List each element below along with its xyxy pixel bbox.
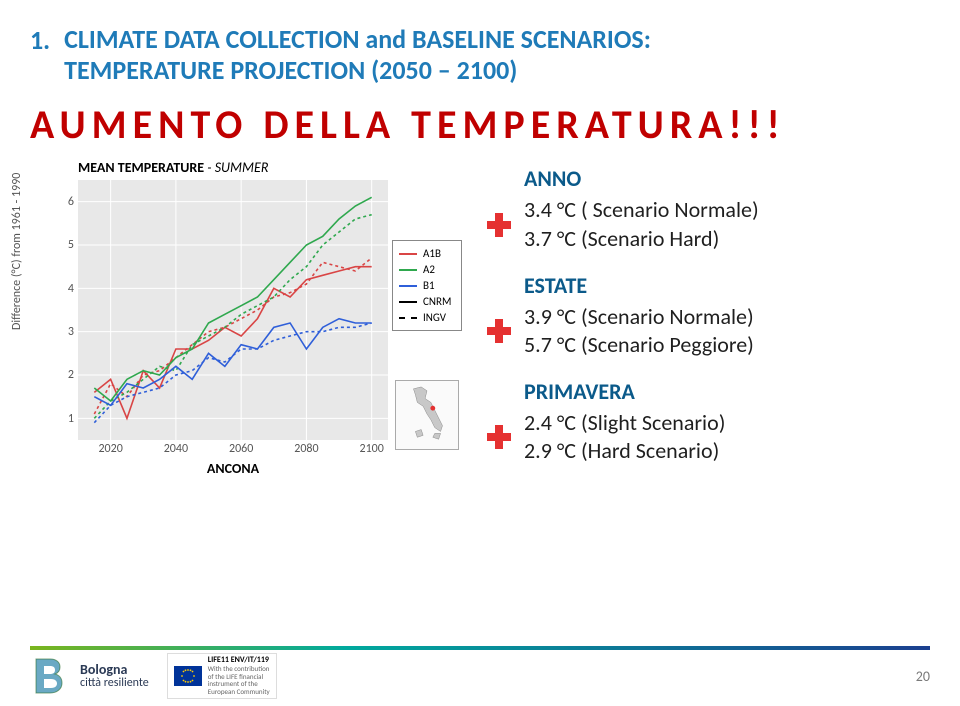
inset-map xyxy=(395,380,459,450)
plus-icon xyxy=(484,316,514,346)
anno-lines: 3.4 °C ( Scenario Normale) 3.7 °C (Scena… xyxy=(524,196,759,253)
group-primavera: PRIMAVERA 2.4 °C (Slight Scenario) 2.9 °… xyxy=(484,378,930,466)
chart-svg xyxy=(78,180,388,440)
value-row-primavera: 2.4 °C (Slight Scenario) 2.9 °C (Hard Sc… xyxy=(484,409,930,466)
x-tick-label: 2080 xyxy=(294,442,318,456)
legend-item: B1 xyxy=(399,279,455,292)
bologna-main: Bologna xyxy=(80,663,149,677)
chart-area: Difference (°C) from 1961 - 1990 A1BA2B1… xyxy=(30,180,460,480)
chart-title: MEAN TEMPERATURE - SUMMER xyxy=(78,159,460,176)
legend-item: A2 xyxy=(399,263,455,276)
label-anno: ANNO xyxy=(524,165,930,192)
headline: AUMENTO DELLA TEMPERATURA!!! xyxy=(30,100,930,149)
x-tick-label: 2100 xyxy=(360,442,384,456)
page-number: 20 xyxy=(916,668,930,685)
legend-label: CNRM xyxy=(423,295,451,308)
content-row: MEAN TEMPERATURE - SUMMER Difference (°C… xyxy=(30,159,930,484)
slide-page: 1. CLIMATE DATA COLLECTION and BASELINE … xyxy=(0,0,960,706)
legend-label: INGV xyxy=(423,311,446,324)
legend-swatch xyxy=(399,317,417,319)
life-text: LIFE11 ENV/IT/119 With the contribution … xyxy=(208,656,270,696)
primavera-lines: 2.4 °C (Slight Scenario) 2.9 °C (Hard Sc… xyxy=(524,409,725,466)
chart-container: MEAN TEMPERATURE - SUMMER Difference (°C… xyxy=(30,159,460,484)
estate-line-2: 5.7 °C (Scenario Peggiore) xyxy=(524,331,754,358)
title-text-block: CLIMATE DATA COLLECTION and BASELINE SCE… xyxy=(64,24,651,86)
footer-left: Bologna città resiliente LIFE11 ENV/IT/1… xyxy=(30,653,277,699)
y-tick-label: 2 xyxy=(60,368,74,382)
legend-item: A1B xyxy=(399,247,455,260)
y-tick-label: 6 xyxy=(60,195,74,209)
anno-line-1: 3.4 °C ( Scenario Normale) xyxy=(524,196,759,223)
y-tick-label: 5 xyxy=(60,238,74,252)
chart-legend: A1B A2 B1 CNRM INGV xyxy=(392,240,462,331)
chart-title-italic: - SUMMER xyxy=(204,159,268,176)
life-box: LIFE11 ENV/IT/119 With the contribution … xyxy=(167,653,277,699)
plus-icon xyxy=(484,422,514,452)
group-estate: ESTATE 3.9 °C (Scenario Normale) 5.7 °C … xyxy=(484,272,930,360)
value-row-anno: 3.4 °C ( Scenario Normale) 3.7 °C (Scena… xyxy=(484,196,930,253)
value-row-estate: 3.9 °C (Scenario Normale) 5.7 °C (Scenar… xyxy=(484,303,930,360)
eu-flag-icon xyxy=(174,666,202,686)
legend-label: A1B xyxy=(423,247,441,260)
legend-item: CNRM xyxy=(399,295,455,308)
legend-label: B1 xyxy=(423,279,435,292)
title-number: 1. xyxy=(30,24,50,56)
gradient-divider xyxy=(30,646,930,650)
footer: Bologna città resiliente LIFE11 ENV/IT/1… xyxy=(30,654,930,698)
y-tick-label: 3 xyxy=(60,325,74,339)
x-axis-label: ANCONA xyxy=(78,460,388,477)
x-tick-label: 2020 xyxy=(98,442,122,456)
anno-line-2: 3.7 °C (Scenario Hard) xyxy=(524,225,719,252)
title-line-1: CLIMATE DATA COLLECTION and BASELINE SCE… xyxy=(64,24,651,55)
y-tick-label: 4 xyxy=(60,282,74,296)
title-row: 1. CLIMATE DATA COLLECTION and BASELINE … xyxy=(30,24,930,86)
y-axis-label: Difference (°C) from 1961 - 1990 xyxy=(10,173,24,330)
estate-line-1: 3.9 °C (Scenario Normale) xyxy=(524,303,754,330)
legend-swatch xyxy=(399,301,417,303)
x-tick-label: 2060 xyxy=(229,442,253,456)
label-primavera: PRIMAVERA xyxy=(524,378,930,405)
label-estate: ESTATE xyxy=(524,272,930,299)
primavera-line-1: 2.4 °C (Slight Scenario) xyxy=(524,409,725,436)
primavera-line-2: 2.9 °C (Hard Scenario) xyxy=(524,437,719,464)
chart-title-bold: MEAN TEMPERATURE xyxy=(78,159,204,176)
bologna-b-icon xyxy=(30,655,72,697)
group-anno: ANNO 3.4 °C ( Scenario Normale) 3.7 °C (… xyxy=(484,165,930,253)
legend-swatch xyxy=(399,285,417,287)
legend-swatch xyxy=(399,269,417,271)
bologna-sub: città resiliente xyxy=(80,677,149,689)
title-line-2: TEMPERATURE PROJECTION (2050 – 2100) xyxy=(64,55,651,86)
italy-map-icon xyxy=(396,381,458,449)
results-column: ANNO 3.4 °C ( Scenario Normale) 3.7 °C (… xyxy=(484,159,930,484)
estate-lines: 3.9 °C (Scenario Normale) 5.7 °C (Scenar… xyxy=(524,303,754,360)
bologna-logo: Bologna città resiliente xyxy=(30,655,149,697)
legend-label: A2 xyxy=(423,263,435,276)
y-tick-label: 1 xyxy=(60,412,74,426)
plot-area xyxy=(78,180,388,440)
x-tick-label: 2040 xyxy=(164,442,188,456)
plus-icon xyxy=(484,210,514,240)
legend-swatch xyxy=(399,253,417,255)
bologna-text: Bologna città resiliente xyxy=(80,663,149,689)
life-sub-4: European Community xyxy=(208,688,270,696)
legend-item: INGV xyxy=(399,311,455,324)
